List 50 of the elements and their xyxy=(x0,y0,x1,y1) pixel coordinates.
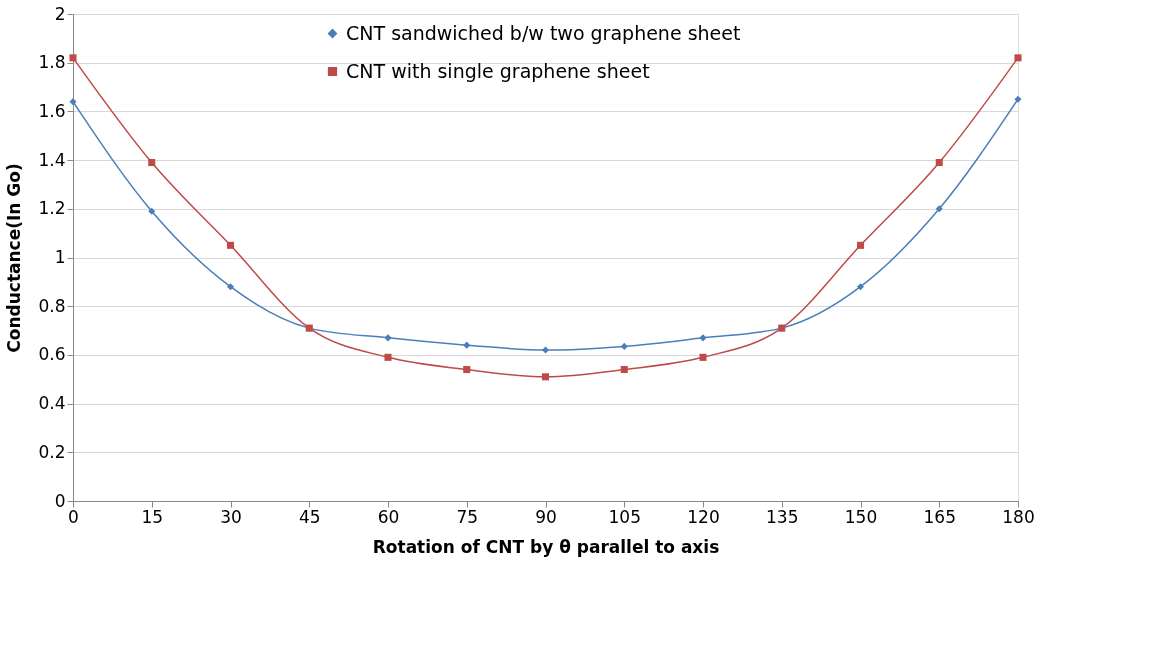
point xyxy=(856,241,865,249)
point xyxy=(148,159,156,167)
point xyxy=(620,365,628,374)
point xyxy=(69,98,77,106)
point xyxy=(226,241,235,249)
point xyxy=(148,207,156,215)
point xyxy=(1014,54,1022,62)
y-tick-label: 1.6 xyxy=(38,100,66,121)
x-tick-label: 45 xyxy=(298,506,321,527)
point xyxy=(699,353,707,361)
point xyxy=(620,342,628,350)
y-tick-label: 0.8 xyxy=(38,295,66,316)
x-tick-label: 0 xyxy=(68,506,79,527)
x-tick-label: 120 xyxy=(687,506,720,527)
x-tick-label: 180 xyxy=(1002,506,1035,527)
point xyxy=(935,205,943,213)
x-tick-label: 60 xyxy=(377,506,400,527)
x-tick-label: 90 xyxy=(535,506,557,527)
legend-label: CNT with single graphene sheet xyxy=(346,59,650,82)
x-tick-label: 105 xyxy=(608,506,641,527)
y-tick-label: 1 xyxy=(54,247,66,267)
point xyxy=(541,373,550,381)
x-tick-label: 150 xyxy=(844,506,878,527)
point xyxy=(935,159,943,167)
point xyxy=(1014,95,1022,103)
point xyxy=(384,353,392,361)
x-axis-title: Rotation of CNT by θ parallel to axis xyxy=(372,536,720,557)
legend-label: CNT sandwiched b/w two graphene sheet xyxy=(346,21,741,44)
point xyxy=(226,283,235,291)
point xyxy=(699,334,707,342)
y-tick-label: 0.4 xyxy=(38,393,66,414)
x-tick-label: 30 xyxy=(220,506,242,527)
x-tick-label: 15 xyxy=(141,506,164,527)
y-tick-label: 1.2 xyxy=(38,198,66,219)
point xyxy=(69,54,77,62)
x-tick-label: 165 xyxy=(923,506,956,527)
y-tick-label: 1.4 xyxy=(38,149,66,170)
point xyxy=(856,283,865,291)
point xyxy=(463,365,471,374)
y-axis-title: Conductance(In Go) xyxy=(4,163,25,353)
y-tick-label: 1.8 xyxy=(38,52,66,73)
x-tick-label: 135 xyxy=(766,506,799,527)
y-tick-label: 0.2 xyxy=(38,441,66,462)
x-tick-label: 75 xyxy=(456,506,479,527)
y-tick-label: 0 xyxy=(54,490,66,511)
point xyxy=(384,334,392,342)
point xyxy=(463,341,471,349)
y-tick-label: 0.6 xyxy=(38,344,66,365)
point xyxy=(541,346,550,354)
y-tick-label: 2 xyxy=(54,3,66,24)
